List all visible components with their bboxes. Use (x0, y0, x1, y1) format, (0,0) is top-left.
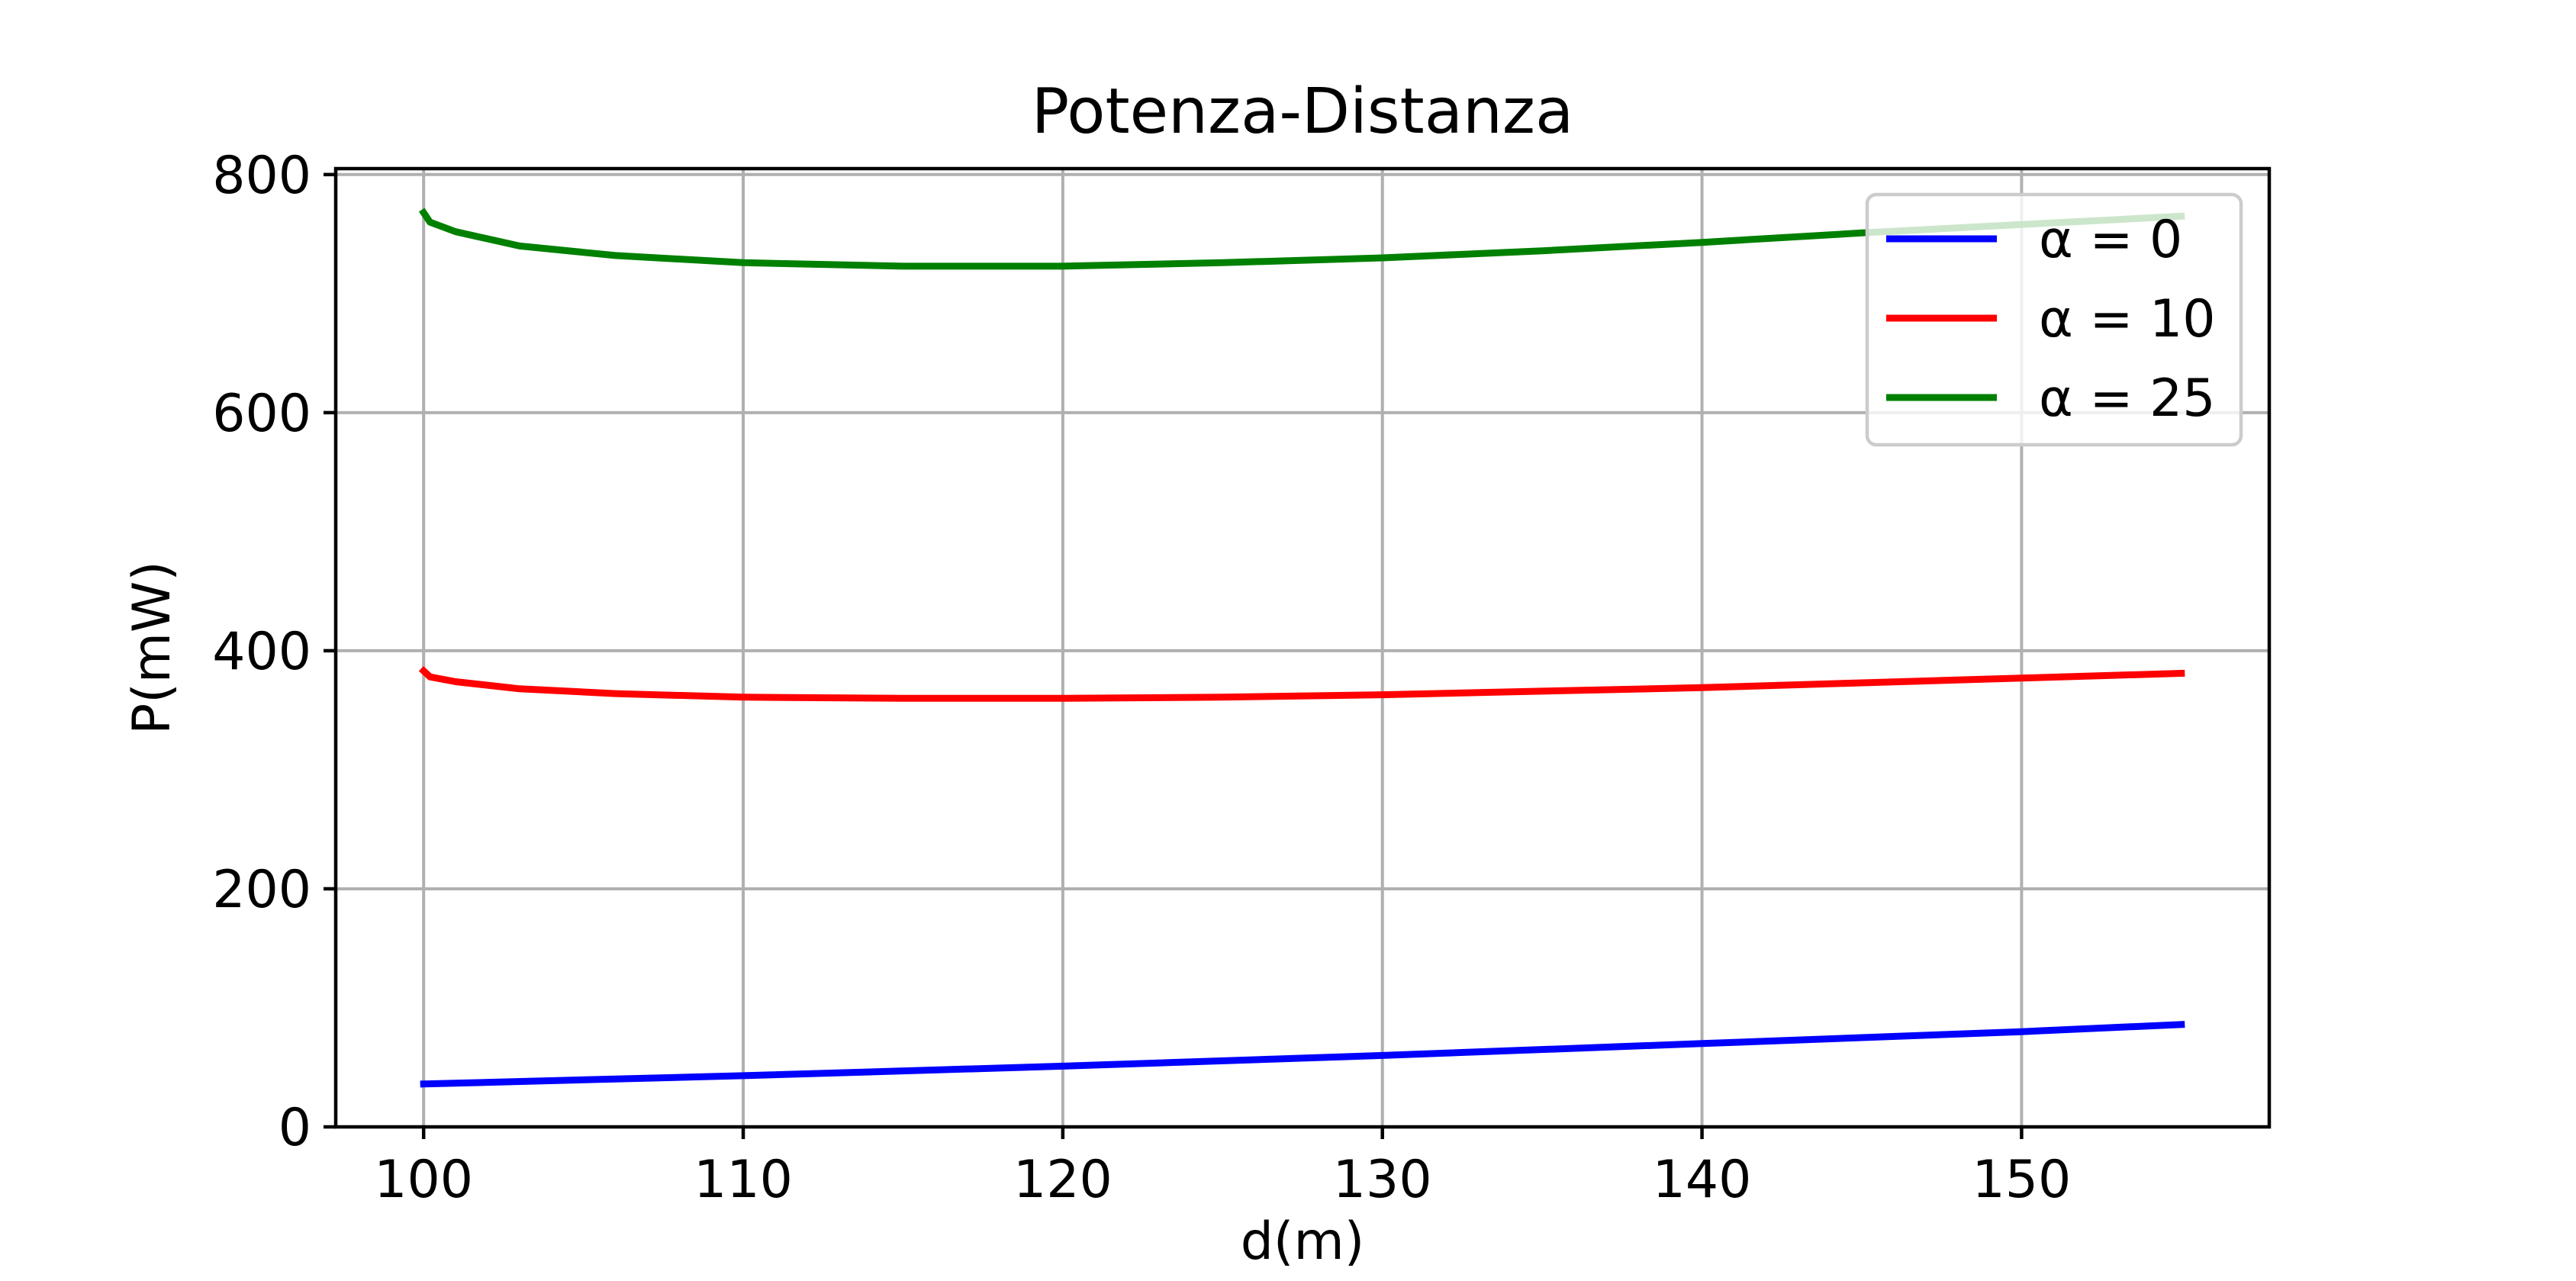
legend-label: α = 25 (2039, 369, 2216, 429)
y-tick-label: 200 (212, 860, 311, 920)
x-tick-label: 100 (374, 1150, 473, 1210)
y-tick-label: 400 (212, 622, 311, 682)
x-tick-label: 110 (694, 1150, 793, 1210)
axis-ticks: 100 110 120 130 140 150 0 200 400 600 800 (212, 146, 2071, 1210)
x-tick-label: 150 (1972, 1150, 2071, 1210)
y-tick-label: 800 (212, 146, 311, 206)
plot-area-frame (333, 166, 2272, 1129)
series-line-2 (418, 666, 2185, 702)
legend-box (1865, 192, 2243, 447)
x-axis-label: d(m) (1241, 1212, 1364, 1272)
y-axis-label: P(mW) (122, 561, 182, 735)
series-line-1 (420, 1021, 2185, 1088)
legend-label: α = 0 (2039, 210, 2182, 270)
x-tick-label: 130 (1333, 1150, 1432, 1210)
series-line-3 (418, 208, 2185, 270)
legend: α = 0 α = 10 α = 25 (1865, 192, 2243, 447)
series-layer (418, 208, 2185, 1088)
y-tick-label: 600 (212, 384, 311, 444)
chart-title: Potenza-Distanza (1032, 76, 1573, 148)
legend-label: α = 10 (2039, 289, 2216, 349)
y-tick-label: 0 (279, 1098, 311, 1158)
x-tick-label: 120 (1013, 1150, 1113, 1210)
x-tick-label: 140 (1653, 1150, 1752, 1210)
